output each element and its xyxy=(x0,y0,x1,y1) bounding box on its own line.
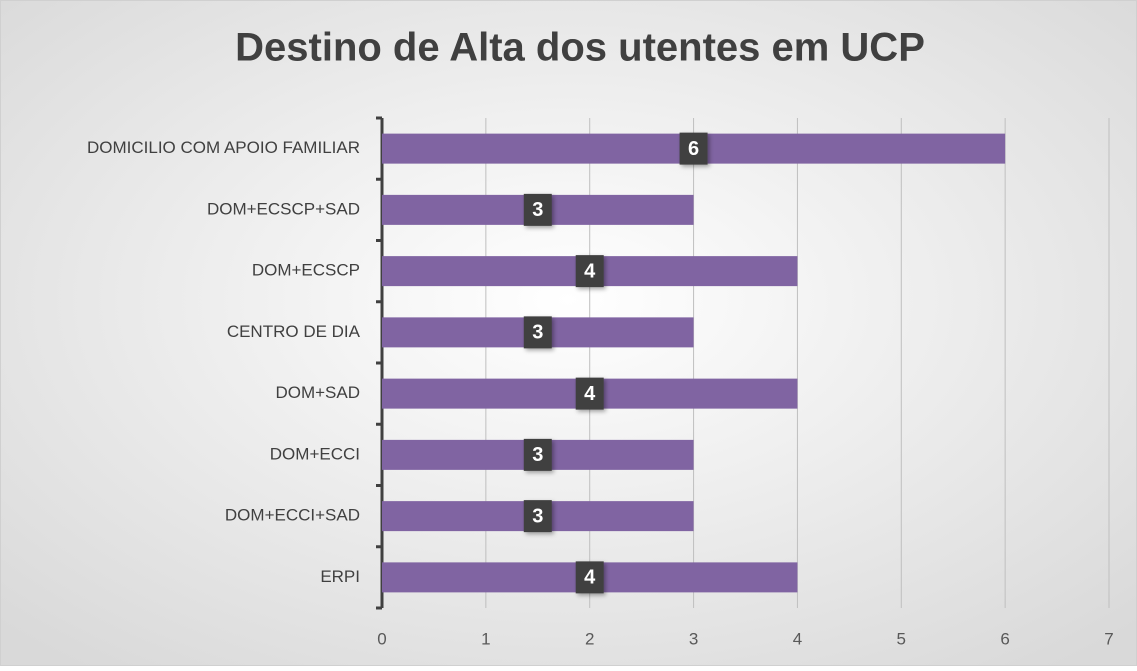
x-tick-label: 5 xyxy=(897,629,906,648)
data-label: 4 xyxy=(584,383,596,405)
data-label: 3 xyxy=(532,322,543,344)
data-label: 3 xyxy=(532,444,543,466)
y-tick-label: DOM+SAD xyxy=(275,383,360,402)
x-tick-label: 1 xyxy=(481,629,490,648)
data-label-box xyxy=(575,561,604,594)
data-label: 4 xyxy=(584,260,596,282)
data-label: 3 xyxy=(532,505,543,527)
y-tick-label: CENTRO DE DIA xyxy=(227,322,361,341)
y-tick-label: DOM+ECSCP+SAD xyxy=(207,199,360,218)
y-tick-label: DOM+ECSCP xyxy=(252,261,360,280)
data-label-box xyxy=(523,316,552,349)
data-label-box xyxy=(523,500,552,533)
y-tick-label: ERPI xyxy=(320,567,360,586)
x-tick-label: 0 xyxy=(377,629,386,648)
x-tick-label: 4 xyxy=(793,629,802,648)
data-label-box xyxy=(523,193,552,226)
data-label-box xyxy=(523,438,552,471)
data-label-box xyxy=(575,377,604,410)
data-label-box xyxy=(679,132,708,165)
data-label: 4 xyxy=(584,567,596,589)
x-tick-label: 7 xyxy=(1104,629,1113,648)
y-tick-label: DOMICILIO COM APOIO FAMILIAR xyxy=(87,138,360,157)
y-tick-label: DOM+ECCI xyxy=(270,444,360,463)
data-label: 6 xyxy=(688,138,699,160)
x-tick-label: 2 xyxy=(585,629,594,648)
x-tick-label: 3 xyxy=(689,629,698,648)
x-tick-label: 6 xyxy=(1000,629,1009,648)
data-label: 3 xyxy=(532,199,543,221)
data-label-box xyxy=(575,255,604,288)
chart-title: Destino de Alta dos utentes em UCP xyxy=(235,26,925,70)
y-tick-label: DOM+ECCI+SAD xyxy=(225,506,360,525)
